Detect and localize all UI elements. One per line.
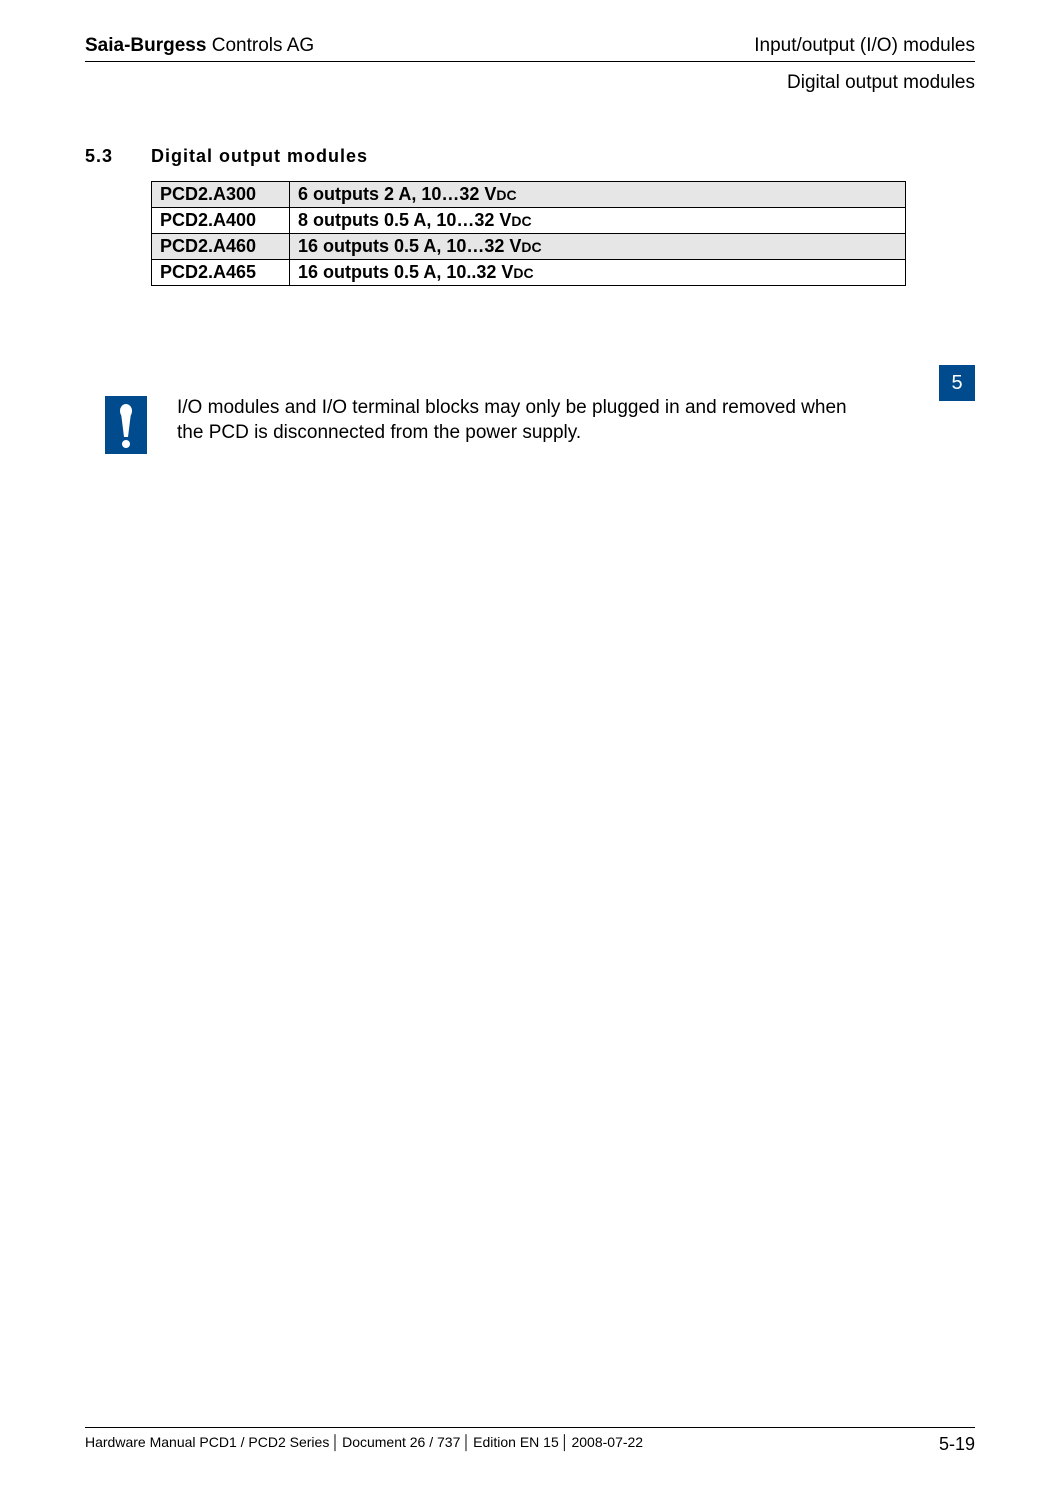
section-title: Digital output modules bbox=[151, 146, 368, 167]
table-row: PCD2.A46516 outputs 0.5 A, 10..32 VDC bbox=[152, 260, 906, 286]
warning-block: I/O modules and I/O terminal blocks may … bbox=[85, 396, 975, 454]
page-header: Saia-Burgess Controls AG Input/output (I… bbox=[85, 35, 975, 62]
module-description: 6 outputs 2 A, 10…32 VDC bbox=[290, 182, 906, 208]
footer-edition: Edition EN 15 bbox=[473, 1434, 559, 1450]
module-description: 16 outputs 0.5 A, 10…32 VDC bbox=[290, 234, 906, 260]
header-subcategory: Digital output modules bbox=[85, 72, 975, 94]
footer-info: Hardware Manual PCD1 / PCD2 Series│Docum… bbox=[85, 1434, 643, 1455]
module-description: 8 outputs 0.5 A, 10…32 VDC bbox=[290, 208, 906, 234]
chapter-tab: 5 bbox=[939, 365, 975, 401]
module-description: 16 outputs 0.5 A, 10..32 VDC bbox=[290, 260, 906, 286]
header-company: Saia-Burgess Controls AG bbox=[85, 35, 314, 57]
modules-table: PCD2.A3006 outputs 2 A, 10…32 VDCPCD2.A4… bbox=[151, 181, 906, 286]
footer-page-number: 5-19 bbox=[939, 1434, 975, 1455]
header-category: Input/output (I/O) modules bbox=[754, 35, 975, 57]
page-footer: Hardware Manual PCD1 / PCD2 Series│Docum… bbox=[85, 1427, 975, 1455]
table-row: PCD2.A4008 outputs 0.5 A, 10…32 VDC bbox=[152, 208, 906, 234]
footer-manual: Hardware Manual PCD1 / PCD2 Series bbox=[85, 1434, 329, 1450]
exclamation-icon bbox=[105, 396, 147, 454]
module-model: PCD2.A465 bbox=[152, 260, 290, 286]
module-model: PCD2.A300 bbox=[152, 182, 290, 208]
section-number: 5.3 bbox=[85, 146, 151, 167]
header-company-bold: Saia-Burgess bbox=[85, 35, 206, 56]
footer-date: 2008-07-22 bbox=[571, 1434, 643, 1450]
table-row: PCD2.A3006 outputs 2 A, 10…32 VDC bbox=[152, 182, 906, 208]
section-heading: 5.3 Digital output modules bbox=[85, 146, 975, 167]
table-row: PCD2.A46016 outputs 0.5 A, 10…32 VDC bbox=[152, 234, 906, 260]
module-model: PCD2.A400 bbox=[152, 208, 290, 234]
footer-doc: Document 26 / 737 bbox=[342, 1434, 460, 1450]
module-model: PCD2.A460 bbox=[152, 234, 290, 260]
header-company-rest: Controls AG bbox=[206, 35, 314, 56]
warning-text: I/O modules and I/O terminal blocks may … bbox=[177, 396, 877, 445]
